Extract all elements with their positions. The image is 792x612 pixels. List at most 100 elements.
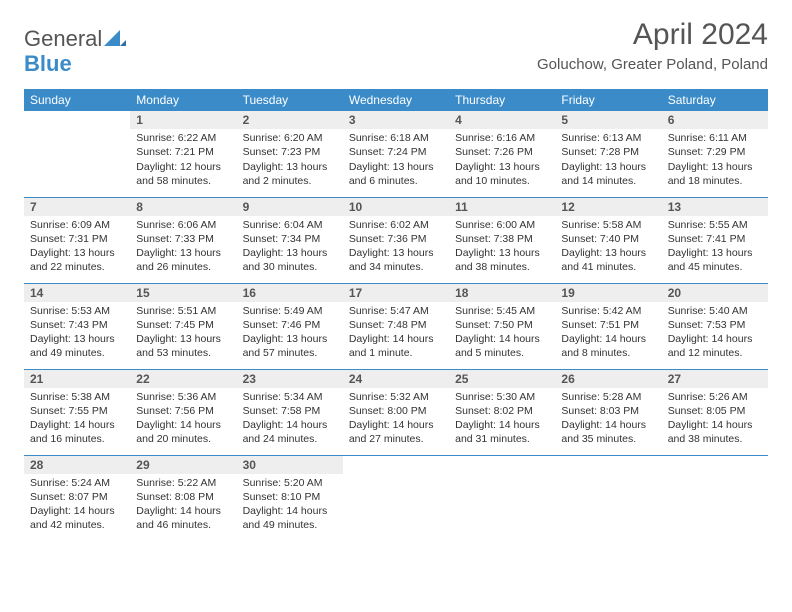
calendar-cell: 8Sunrise: 6:06 AMSunset: 7:33 PMDaylight… <box>130 197 236 283</box>
brand-logo: General Blue <box>24 26 126 77</box>
sunrise-text: Sunrise: 6:04 AM <box>243 218 337 232</box>
weekday-header: Wednesday <box>343 89 449 111</box>
sunset-text: Sunset: 7:48 PM <box>349 318 443 332</box>
sunset-text: Sunset: 7:38 PM <box>455 232 549 246</box>
calendar-cell: 15Sunrise: 5:51 AMSunset: 7:45 PMDayligh… <box>130 283 236 369</box>
day-number: 18 <box>449 284 555 302</box>
day-number: 12 <box>555 198 661 216</box>
day-number: 17 <box>343 284 449 302</box>
daylight-text: Daylight: 14 hours and 27 minutes. <box>349 418 443 446</box>
calendar-cell: 16Sunrise: 5:49 AMSunset: 7:46 PMDayligh… <box>237 283 343 369</box>
day-number <box>24 111 130 129</box>
day-detail: Sunrise: 5:58 AMSunset: 7:40 PMDaylight:… <box>555 216 661 279</box>
calendar-cell: 14Sunrise: 5:53 AMSunset: 7:43 PMDayligh… <box>24 283 130 369</box>
day-number: 26 <box>555 370 661 388</box>
day-detail: Sunrise: 6:02 AMSunset: 7:36 PMDaylight:… <box>343 216 449 279</box>
daylight-text: Daylight: 13 hours and 2 minutes. <box>243 160 337 188</box>
sunset-text: Sunset: 7:45 PM <box>136 318 230 332</box>
daylight-text: Daylight: 12 hours and 58 minutes. <box>136 160 230 188</box>
day-number: 1 <box>130 111 236 129</box>
calendar-cell: 11Sunrise: 6:00 AMSunset: 7:38 PMDayligh… <box>449 197 555 283</box>
sunrise-text: Sunrise: 5:58 AM <box>561 218 655 232</box>
day-detail: Sunrise: 6:18 AMSunset: 7:24 PMDaylight:… <box>343 129 449 192</box>
day-number: 9 <box>237 198 343 216</box>
day-detail: Sunrise: 5:20 AMSunset: 8:10 PMDaylight:… <box>237 474 343 537</box>
day-detail: Sunrise: 5:38 AMSunset: 7:55 PMDaylight:… <box>24 388 130 451</box>
sunset-text: Sunset: 7:34 PM <box>243 232 337 246</box>
day-number <box>343 456 449 474</box>
day-detail: Sunrise: 6:11 AMSunset: 7:29 PMDaylight:… <box>662 129 768 192</box>
day-number: 27 <box>662 370 768 388</box>
sunset-text: Sunset: 8:05 PM <box>668 404 762 418</box>
day-number: 15 <box>130 284 236 302</box>
sunrise-text: Sunrise: 5:24 AM <box>30 476 124 490</box>
sunset-text: Sunset: 7:31 PM <box>30 232 124 246</box>
daylight-text: Daylight: 13 hours and 26 minutes. <box>136 246 230 274</box>
day-number: 20 <box>662 284 768 302</box>
calendar-cell: 26Sunrise: 5:28 AMSunset: 8:03 PMDayligh… <box>555 369 661 455</box>
calendar-cell <box>449 455 555 541</box>
calendar-cell: 1 Sunrise: 6:22 AMSunset: 7:21 PMDaylight… <box>130 111 236 197</box>
sunrise-text: Sunrise: 6:02 AM <box>349 218 443 232</box>
sunset-text: Sunset: 7:43 PM <box>30 318 124 332</box>
sunrise-text: Sunrise: 5:45 AM <box>455 304 549 318</box>
sunrise-text: Sunrise: 5:36 AM <box>136 390 230 404</box>
sunset-text: Sunset: 7:51 PM <box>561 318 655 332</box>
sunset-text: Sunset: 7:36 PM <box>349 232 443 246</box>
sunset-text: Sunset: 7:46 PM <box>243 318 337 332</box>
calendar-cell: 18Sunrise: 5:45 AMSunset: 7:50 PMDayligh… <box>449 283 555 369</box>
sunset-text: Sunset: 7:50 PM <box>455 318 549 332</box>
calendar-cell: 21Sunrise: 5:38 AMSunset: 7:55 PMDayligh… <box>24 369 130 455</box>
day-number: 16 <box>237 284 343 302</box>
daylight-text: Daylight: 14 hours and 31 minutes. <box>455 418 549 446</box>
weekday-header: Sunday <box>24 89 130 111</box>
daylight-text: Daylight: 14 hours and 42 minutes. <box>30 504 124 532</box>
calendar-cell <box>555 455 661 541</box>
title-block: April 2024 Goluchow, Greater Poland, Pol… <box>537 18 768 73</box>
day-number: 5 <box>555 111 661 129</box>
daylight-text: Daylight: 14 hours and 8 minutes. <box>561 332 655 360</box>
sunrise-text: Sunrise: 5:28 AM <box>561 390 655 404</box>
daylight-text: Daylight: 13 hours and 22 minutes. <box>30 246 124 274</box>
sunrise-text: Sunrise: 6:11 AM <box>668 131 762 145</box>
day-detail: Sunrise: 5:53 AMSunset: 7:43 PMDaylight:… <box>24 302 130 365</box>
calendar-cell: 5Sunrise: 6:13 AMSunset: 7:28 PMDaylight… <box>555 111 661 197</box>
location-text: Goluchow, Greater Poland, Poland <box>537 56 768 73</box>
calendar-cell: 7Sunrise: 6:09 AMSunset: 7:31 PMDaylight… <box>24 197 130 283</box>
sunrise-text: Sunrise: 5:49 AM <box>243 304 337 318</box>
daylight-text: Daylight: 14 hours and 1 minute. <box>349 332 443 360</box>
day-detail: Sunrise: 6:20 AMSunset: 7:23 PMDaylight:… <box>237 129 343 192</box>
sunset-text: Sunset: 8:03 PM <box>561 404 655 418</box>
logo-mark-icon <box>104 30 126 51</box>
sunrise-text: Sunrise: 6:22 AM <box>136 131 230 145</box>
sunrise-text: Sunrise: 5:53 AM <box>30 304 124 318</box>
day-number: 13 <box>662 198 768 216</box>
day-detail: Sunrise: 5:32 AMSunset: 8:00 PMDaylight:… <box>343 388 449 451</box>
calendar-cell <box>24 111 130 197</box>
logo-text-blue: Blue <box>24 51 126 77</box>
sunset-text: Sunset: 7:24 PM <box>349 145 443 159</box>
calendar-cell: 12Sunrise: 5:58 AMSunset: 7:40 PMDayligh… <box>555 197 661 283</box>
sunset-text: Sunset: 7:21 PM <box>136 145 230 159</box>
calendar-week-row: 28Sunrise: 5:24 AMSunset: 8:07 PMDayligh… <box>24 455 768 541</box>
calendar-cell: 10Sunrise: 6:02 AMSunset: 7:36 PMDayligh… <box>343 197 449 283</box>
day-detail: Sunrise: 6:09 AMSunset: 7:31 PMDaylight:… <box>24 216 130 279</box>
month-title: April 2024 <box>537 18 768 52</box>
sunset-text: Sunset: 8:07 PM <box>30 490 124 504</box>
daylight-text: Daylight: 14 hours and 49 minutes. <box>243 504 337 532</box>
sunset-text: Sunset: 7:28 PM <box>561 145 655 159</box>
calendar-cell: 20Sunrise: 5:40 AMSunset: 7:53 PMDayligh… <box>662 283 768 369</box>
day-detail: Sunrise: 5:51 AMSunset: 7:45 PMDaylight:… <box>130 302 236 365</box>
calendar-cell: 27Sunrise: 5:26 AMSunset: 8:05 PMDayligh… <box>662 369 768 455</box>
day-number: 29 <box>130 456 236 474</box>
calendar-cell <box>343 455 449 541</box>
calendar-week-row: 21Sunrise: 5:38 AMSunset: 7:55 PMDayligh… <box>24 369 768 455</box>
day-number: 28 <box>24 456 130 474</box>
sunrise-text: Sunrise: 6:18 AM <box>349 131 443 145</box>
day-number: 25 <box>449 370 555 388</box>
calendar-cell: 3Sunrise: 6:18 AMSunset: 7:24 PMDaylight… <box>343 111 449 197</box>
calendar-body: 1Sunrise: 6:22 AMSunset: 7:21 PMDaylight… <box>24 111 768 541</box>
day-number: 14 <box>24 284 130 302</box>
calendar-cell: 23Sunrise: 5:34 AMSunset: 7:58 PMDayligh… <box>237 369 343 455</box>
calendar-cell: 9Sunrise: 6:04 AMSunset: 7:34 PMDaylight… <box>237 197 343 283</box>
